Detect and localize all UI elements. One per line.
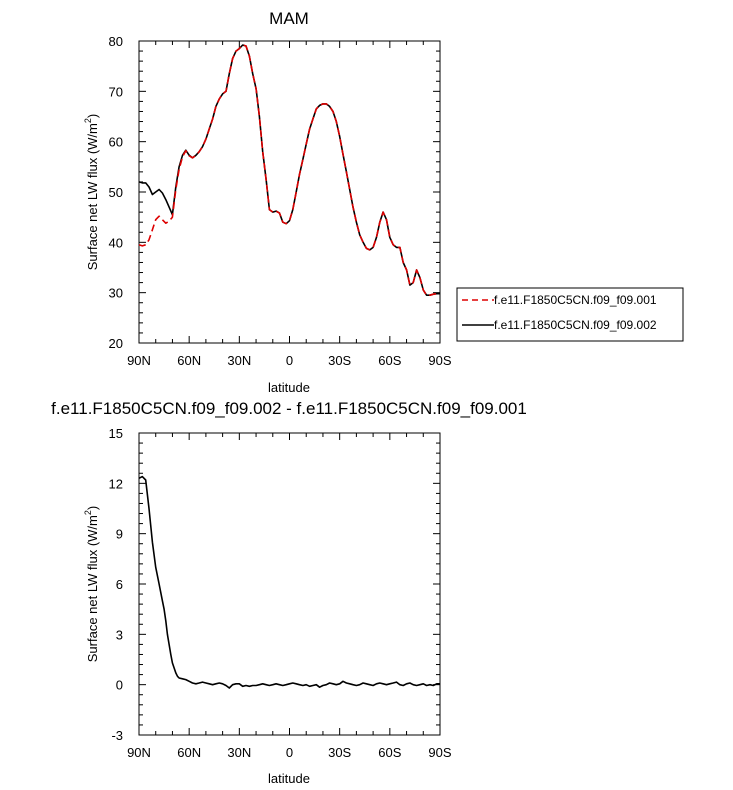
bottom-series-group [138,475,440,689]
bottom-x-tick-label: 90S [428,745,451,760]
bottom-chart: f.e11.F1850C5CN.f09_f09.002 - f.e11.F185… [51,399,527,786]
bottom-x-tick-label: 60N [177,745,201,760]
bottom-y-tick-label: -3 [111,728,123,743]
bottom-x-tick-label: 90N [127,745,151,760]
top-series-line-2 [138,44,440,297]
top-y-axis-title: Surface net LW flux (W/m2) [83,114,100,271]
bottom-x-tick-label: 30S [328,745,351,760]
top-x-tick-label: 30S [328,353,351,368]
top-x-tick-label: 90S [428,353,451,368]
bottom-axis-ticks: 90N 60N 30N 0 30S 60S 90S -3 0 3 6 9 12 15 [109,426,452,760]
bottom-y-tick-label: 9 [116,527,123,542]
bottom-chart-title: f.e11.F1850C5CN.f09_f09.002 - f.e11.F185… [51,399,527,418]
top-plot-frame [138,40,441,344]
top-chart: MAM 90N 60N 30N 0 30S 60S 90S 20 30 40 50 60 70 80 la… [83,9,684,395]
top-series-group [138,44,440,297]
legend: f.e11.F1850C5CN.f09_f09.001 f.e11.F1850C… [456,287,684,342]
bottom-y-axis-title-sup: 2 [83,510,93,515]
top-y-axis-title-main: Surface net LW flux (W/m [85,123,100,270]
top-y-tick-label: 20 [109,336,123,351]
top-y-tick-label: 60 [109,135,123,150]
bottom-x-axis-title: latitude [268,771,310,786]
bottom-x-tick-label: 30N [227,745,251,760]
top-y-tick-label: 50 [109,185,123,200]
bottom-y-tick-label: 3 [116,627,123,642]
top-series-line-1 [138,44,440,297]
top-x-tick-label: 90N [127,353,151,368]
bottom-y-axis-title-main: Surface net LW flux (W/m [85,515,100,662]
bottom-y-tick-label: 15 [109,426,123,441]
bottom-y-tick-label: 12 [109,476,123,491]
top-y-axis-title-close: ) [85,114,100,118]
bottom-y-tick-label: 6 [116,577,123,592]
top-y-tick-label: 70 [109,84,123,99]
top-y-tick-label: 30 [109,286,123,301]
top-axis-ticks: 90N 60N 30N 0 30S 60S 90S 20 30 40 50 60 70 80 [109,34,452,368]
bottom-x-tick-label: 60S [378,745,401,760]
bottom-y-tick-label: 0 [116,678,123,693]
legend-label-series-2: f.e11.F1850C5CN.f09_f09.002 [494,318,657,332]
bottom-y-axis-title-close: ) [85,506,100,510]
top-chart-title: MAM [269,9,309,28]
bottom-series-line-1 [138,475,440,689]
top-y-axis-title-sup: 2 [83,118,93,123]
top-y-tick-label: 40 [109,235,123,250]
top-x-tick-label: 60S [378,353,401,368]
bottom-y-axis-title: Surface net LW flux (W/m2) [83,506,100,663]
top-y-tick-label: 80 [109,34,123,49]
bottom-x-tick-label: 0 [286,745,293,760]
legend-box [456,287,684,342]
legend-label-series-1: f.e11.F1850C5CN.f09_f09.001 [494,293,657,307]
top-x-tick-label: 30N [227,353,251,368]
top-x-axis-title: latitude [268,380,310,395]
top-x-tick-label: 60N [177,353,201,368]
top-x-tick-label: 0 [286,353,293,368]
bottom-plot-frame [138,432,441,736]
